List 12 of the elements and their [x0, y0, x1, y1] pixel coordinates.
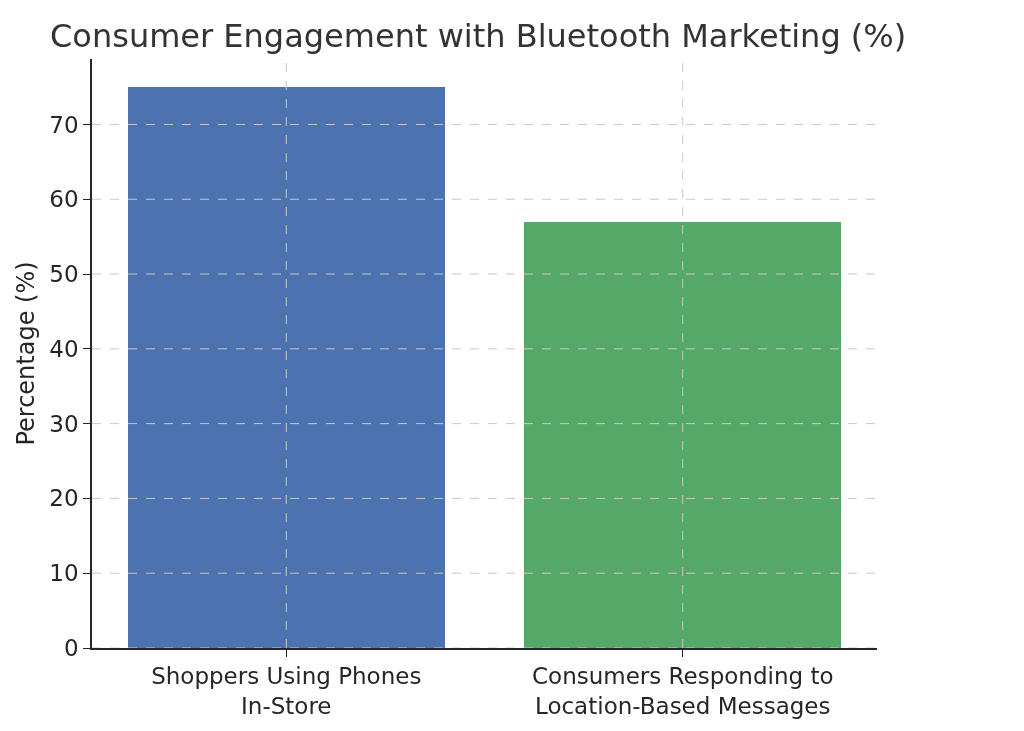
y-axis-title: Percentage (%) — [11, 261, 40, 446]
y-tick-label: 0 — [63, 635, 79, 662]
y-tick-label: 60 — [49, 186, 79, 213]
y-tick-label: 40 — [49, 335, 79, 362]
y-tick-label: 10 — [49, 560, 79, 587]
chart-title: Consumer Engagement with Bluetooth Marketing (%) — [50, 17, 907, 56]
y-tick-label: 20 — [49, 485, 79, 512]
x-tick-label: Consumers Responding to Location-Based Messages — [531, 663, 834, 720]
y-tick-label: 70 — [49, 111, 79, 138]
y-tick-label: 30 — [49, 410, 79, 437]
x-tick-label: Shoppers Using Phones In-Store — [151, 663, 422, 720]
y-tick-label: 50 — [49, 261, 79, 288]
